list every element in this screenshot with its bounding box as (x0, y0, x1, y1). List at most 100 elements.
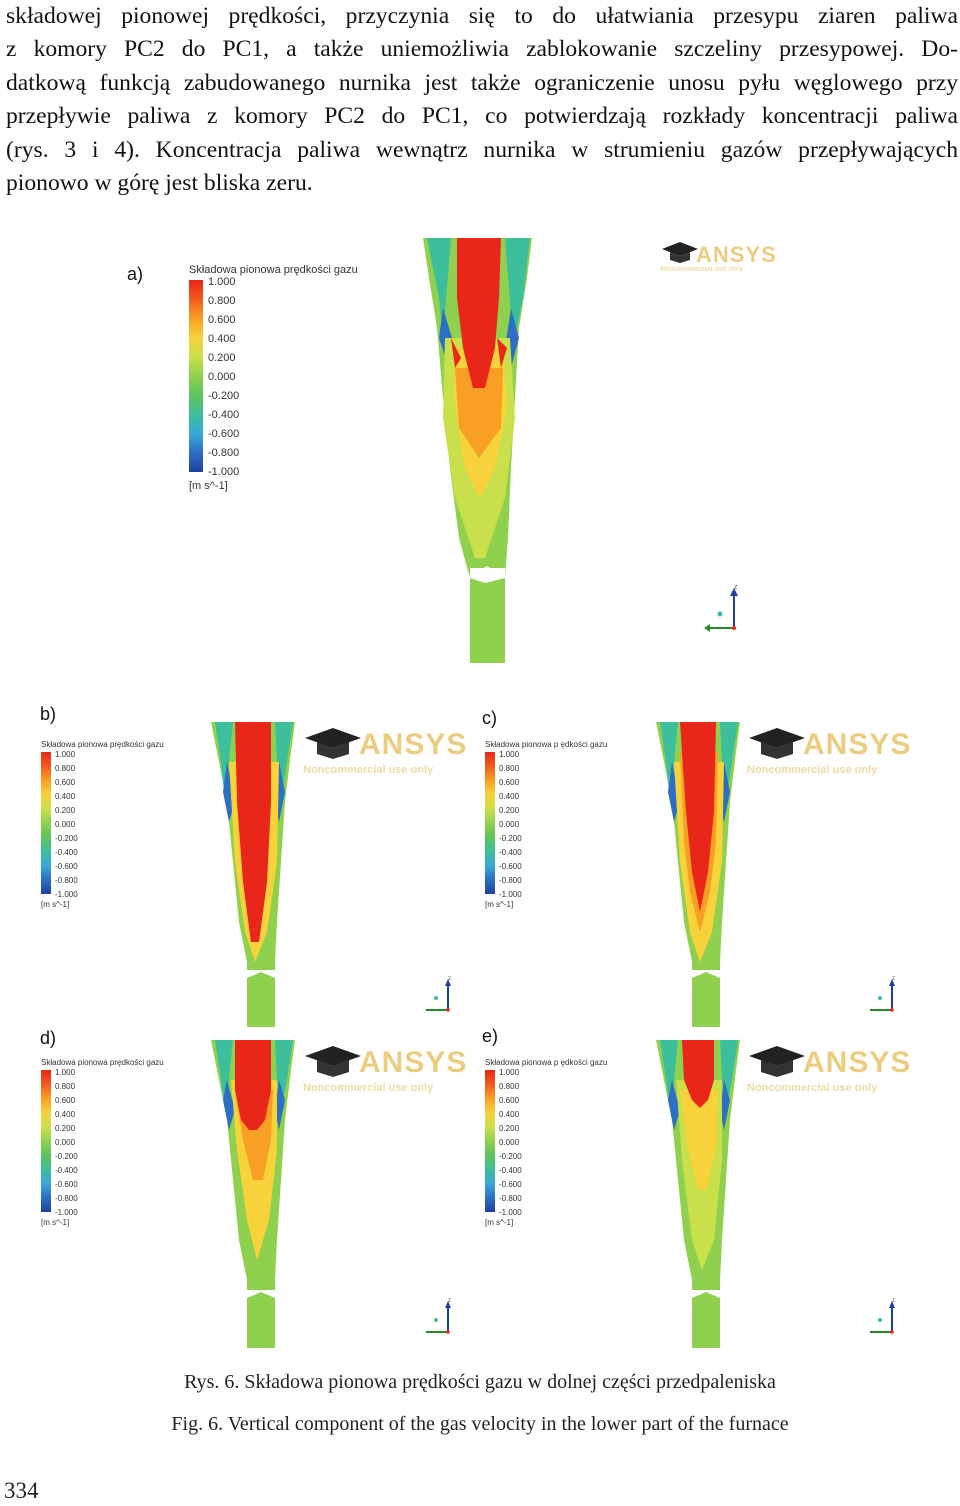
ansys-noncommercial-text: Noncommercial use only (660, 266, 743, 273)
axis-z-label: z (892, 1298, 895, 1304)
legend-tick: 0.800 (499, 1082, 520, 1091)
legend-tick: 0.600 (55, 1096, 76, 1105)
body-line-4: przepływie paliwa z komory PC2 do PC1, c… (6, 103, 958, 130)
graduation-cap-icon (305, 1046, 361, 1077)
legend-tick: -1.000 (55, 1208, 78, 1217)
legend-tick: -0.800 (499, 876, 522, 885)
legend-tick: 0.000 (55, 820, 76, 829)
legend-tick: -0.200 (55, 1152, 78, 1161)
ansys-noncommercial-text: Noncommercial use only (747, 1082, 878, 1094)
body-line-6: pionowo w górę jest bliska zeru. (6, 170, 313, 197)
legend-tick: 0.200 (499, 1124, 520, 1133)
body-line-5: (rys. 3 i 4). Koncentracja paliwa wewnąt… (6, 136, 958, 163)
legend-tick: 0.400 (499, 792, 520, 801)
panel-c-contour-plot (656, 722, 740, 1027)
panel-c-legend-bar (485, 752, 495, 894)
axis-z-label: z (734, 584, 738, 591)
panel-d-legend-unit: [m s^-1] (41, 1218, 70, 1227)
panel-c-axis-triad: z (870, 976, 895, 1012)
legend-tick: 0.600 (208, 314, 236, 326)
panel-c-watermark: ANSYS Noncommercial use only (747, 726, 917, 782)
legend-tick: -0.800 (55, 876, 78, 885)
panel-c: c) Składowa pionowa p ędkości gazu 1.000… (480, 700, 960, 1030)
legend-tick: -1.000 (499, 1208, 522, 1217)
body-line-2: z komory PC2 do PC1, a także uniemożliwi… (6, 36, 958, 63)
ansys-noncommercial-text: Noncommercial use only (303, 1082, 434, 1094)
panel-a-contour-plot (423, 238, 532, 663)
ansys-noncommercial-text: Noncommercial use only (303, 764, 434, 776)
panel-a-axis-triad: z (704, 584, 738, 632)
legend-tick: 0.800 (55, 1082, 76, 1091)
graduation-cap-icon (305, 728, 361, 759)
ansys-logo-text: ANSYS (359, 1046, 468, 1079)
graduation-cap-icon (749, 728, 805, 759)
panel-a-legend-bar (189, 280, 203, 472)
panel-c-letter: c) (482, 708, 497, 728)
legend-tick: -0.600 (208, 428, 240, 440)
legend-tick: 0.600 (499, 1096, 520, 1105)
legend-tick: -0.800 (208, 447, 240, 459)
legend-tick: -0.600 (499, 862, 522, 871)
legend-tick: 1.000 (55, 1068, 76, 1077)
legend-tick: -0.600 (55, 862, 78, 871)
panel-e-watermark: ANSYS Noncommercial use only (747, 1044, 917, 1100)
legend-tick: 0.800 (55, 764, 76, 773)
legend-tick: 0.400 (55, 792, 76, 801)
body-line-1: składowej pionowej prędkości, przyczynia… (6, 3, 958, 29)
legend-tick: 0.800 (208, 295, 236, 307)
legend-tick: -0.800 (499, 1194, 522, 1203)
legend-tick: 0.600 (55, 778, 76, 787)
panel-e-axis-triad: z (870, 1298, 895, 1334)
panel-a-legend-title: Składowa pionowa prędkości gazu (189, 264, 358, 276)
legend-tick: -0.400 (208, 409, 240, 421)
figure-caption-polish: Rys. 6. Składowa pionowa prędkości gazu … (184, 1371, 776, 1393)
body-paragraph: składowej pionowej prędkości, przyczynia… (6, 0, 958, 200)
legend-tick: -0.400 (499, 848, 522, 857)
ansys-logo-text: ANSYS (803, 728, 912, 761)
legend-tick: 0.800 (499, 764, 520, 773)
legend-tick: 0.200 (499, 806, 520, 815)
legend-tick: -0.600 (55, 1180, 78, 1189)
panel-b-legend-title: Składowa pionowa prędkości gazu (41, 740, 164, 749)
panel-d-letter: d) (40, 1028, 57, 1048)
legend-tick: 0.400 (208, 333, 236, 345)
legend-tick: 0.400 (55, 1110, 76, 1119)
graduation-cap-icon (749, 1046, 805, 1077)
legend-tick: 0.000 (55, 1138, 76, 1147)
panel-d-legend-title: Składowa pionowa prędkości gazu (41, 1058, 164, 1067)
legend-tick: 1.000 (55, 750, 76, 759)
panel-e-legend-bar (485, 1070, 495, 1212)
panel-b-legend-unit: [m s^-1] (41, 900, 70, 909)
panel-e-legend-title: Składowa pionowa p ędkości gazu (485, 1058, 608, 1067)
ansys-noncommercial-text: Noncommercial use only (747, 764, 878, 776)
panel-e-legend-unit: [m s^-1] (485, 1218, 514, 1227)
legend-tick: -0.400 (499, 1166, 522, 1175)
panel-b-watermark: ANSYS Noncommercial use only (303, 726, 473, 782)
ansys-logo-text: ANSYS (696, 242, 777, 267)
legend-tick: 1.000 (499, 1068, 520, 1077)
legend-tick: -0.200 (499, 1152, 522, 1161)
axis-z-label: z (448, 976, 451, 982)
panel-c-legend-unit: [m s^-1] (485, 900, 514, 909)
legend-tick: -0.200 (208, 390, 240, 402)
panel-d-watermark: ANSYS Noncommercial use only (303, 1044, 473, 1100)
panel-a-legend-unit: [m s^-1] (189, 480, 228, 492)
legend-tick: 0.000 (208, 371, 236, 383)
panel-d-axis-triad: z (426, 1298, 451, 1334)
axis-z-label: z (448, 1298, 451, 1304)
legend-tick: 1.000 (208, 276, 236, 288)
panel-d: d) Składowa pionowa prędkości gazu 1.000… (0, 1020, 480, 1350)
figure-caption-english: Fig. 6. Vertical component of the gas ve… (171, 1413, 789, 1435)
panel-b-legend-bar (41, 752, 51, 894)
legend-tick: -1.000 (55, 890, 78, 899)
legend-tick: 1.000 (499, 750, 520, 759)
legend-tick: 0.600 (499, 778, 520, 787)
ansys-logo-text: ANSYS (803, 1046, 912, 1079)
legend-tick: 0.200 (55, 806, 76, 815)
axis-z-label: z (892, 976, 895, 982)
panel-d-legend-bar (41, 1070, 51, 1212)
body-line-3: datkową funkcją zabudowanego nurnika jes… (6, 69, 958, 96)
ansys-logo-text: ANSYS (359, 728, 468, 761)
legend-tick: -0.600 (499, 1180, 522, 1189)
panel-e: e) Składowa pionowa p ędkości gazu 1.000… (480, 1020, 960, 1350)
